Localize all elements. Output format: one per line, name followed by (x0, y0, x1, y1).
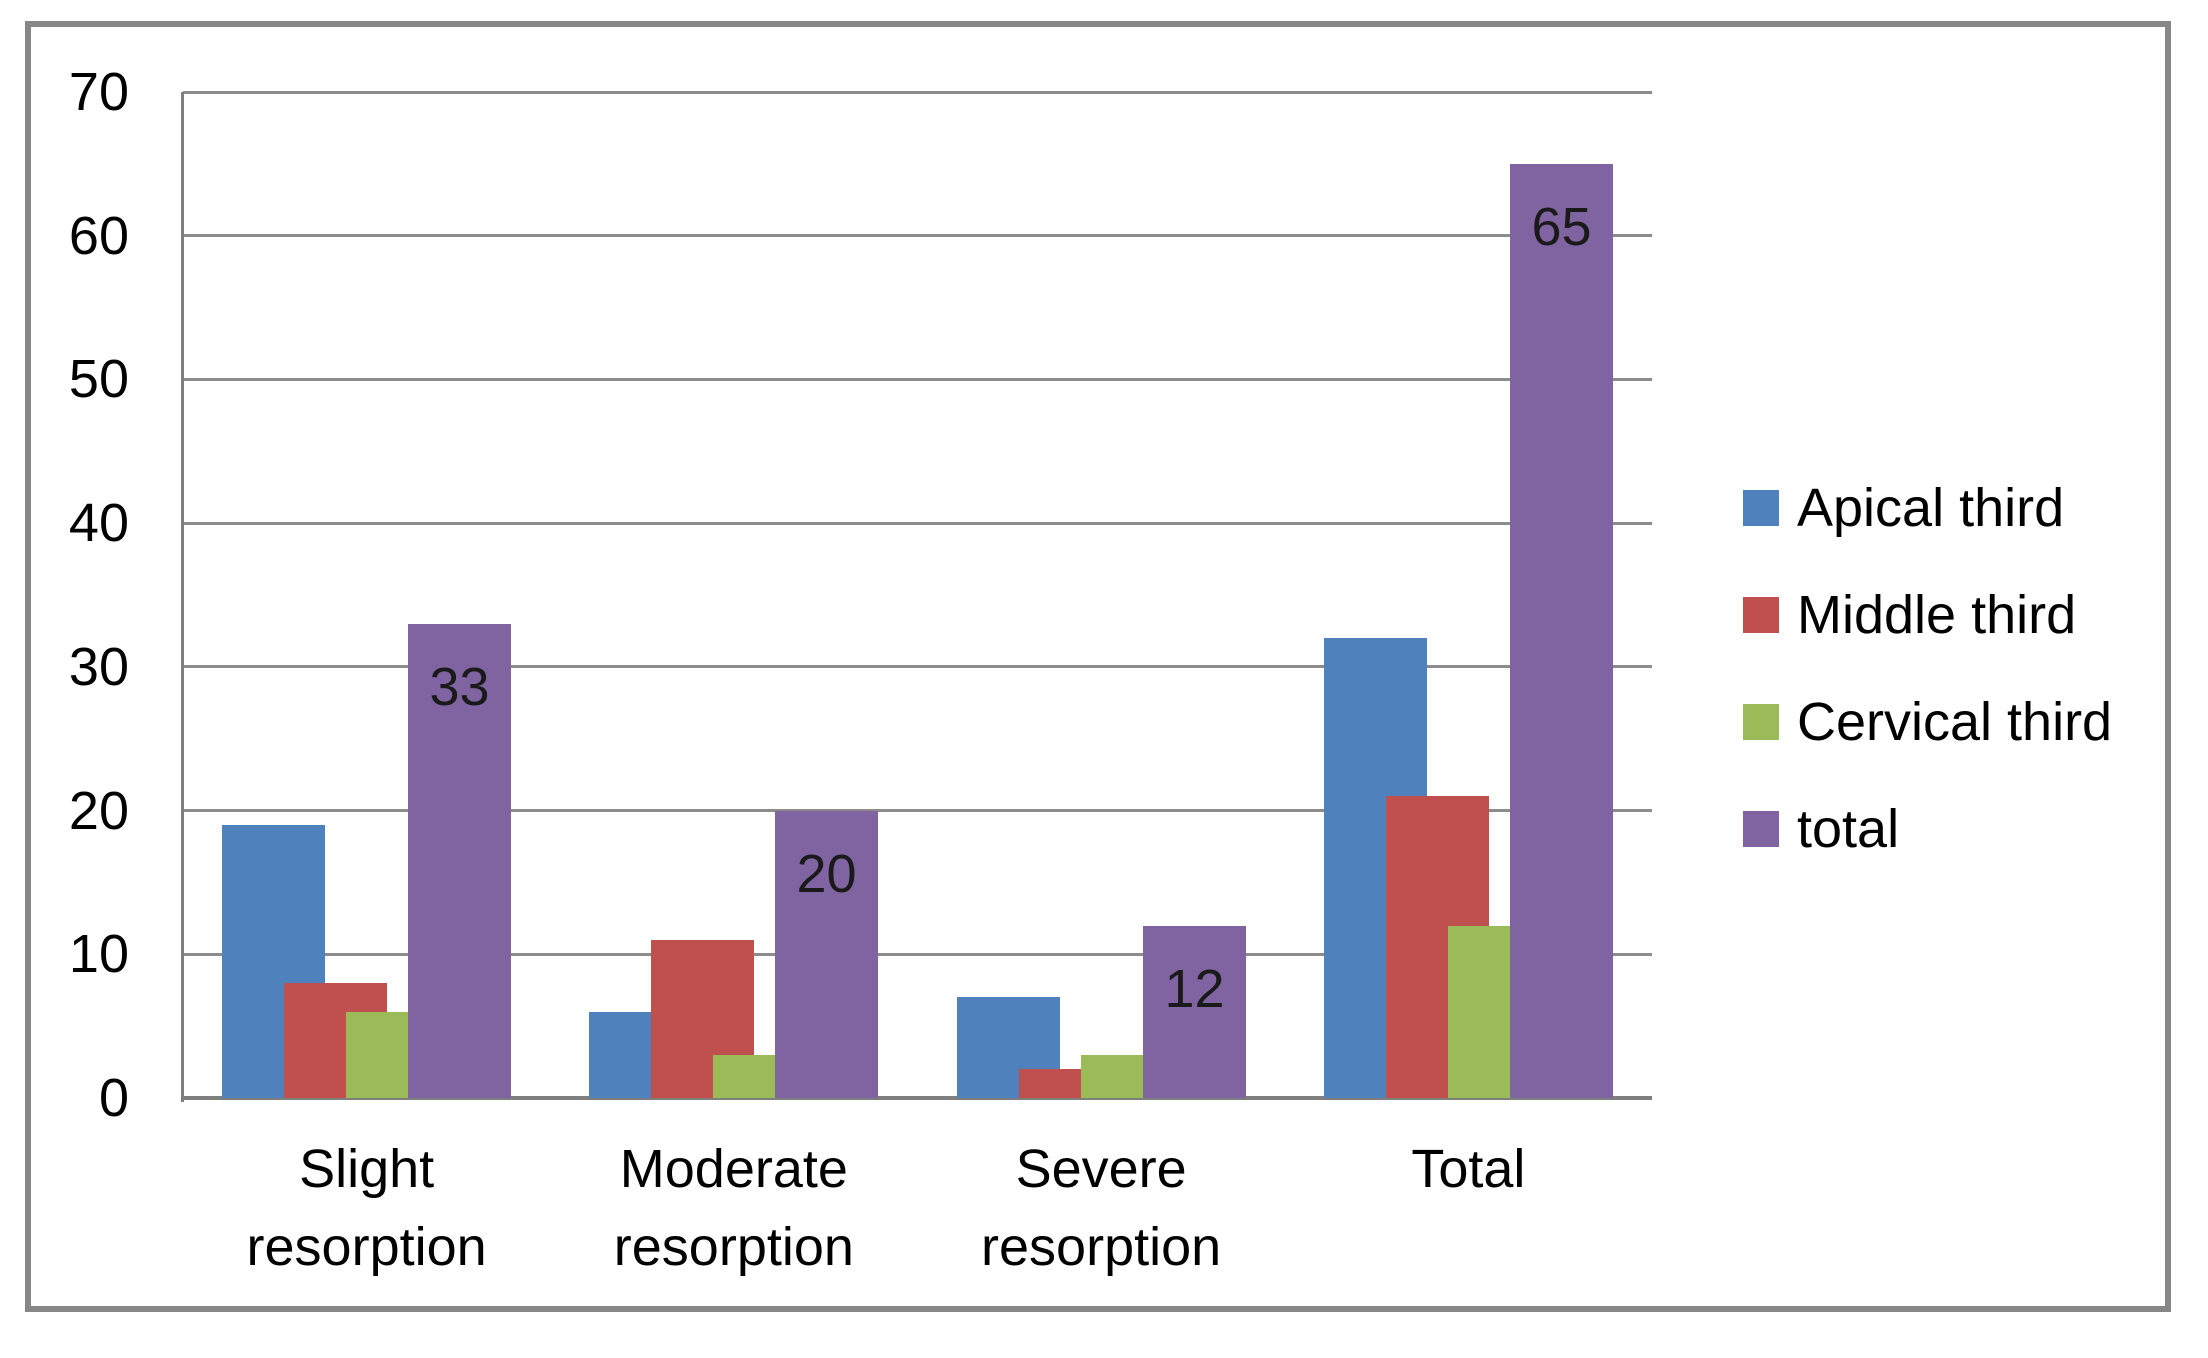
bar-total-cat2 (775, 811, 878, 1098)
bar-total-cat4 (1510, 164, 1613, 1098)
bar-total-cat3 (1143, 926, 1246, 1098)
gridline (183, 377, 1652, 381)
legend-swatch-icon (1743, 811, 1779, 847)
data-label: 12 (1164, 959, 1225, 1019)
x-axis-baseline (183, 1096, 1652, 1100)
data-label: 33 (429, 657, 490, 717)
gridline (183, 952, 1652, 956)
data-label: 20 (796, 844, 857, 904)
legend-item-cervical-third: Cervical third (1743, 690, 2112, 754)
x-axis-category-label: Severe resorption (981, 1139, 1222, 1277)
x-axis-category-label: Moderate resorption (613, 1139, 854, 1277)
y-axis-tick-label: 10 (68, 924, 129, 985)
legend-label: total (1797, 799, 1900, 859)
gridline (183, 521, 1652, 525)
gridline (183, 665, 1652, 669)
legend-label: Middle third (1797, 585, 2077, 645)
legend-swatch-icon (1743, 704, 1779, 740)
gridline (183, 234, 1652, 238)
gridline (183, 809, 1652, 813)
legend-label: Apical third (1797, 478, 2065, 538)
bar-total-cat1 (408, 624, 511, 1098)
gridline (183, 90, 1652, 94)
y-axis-tick-label: 20 (68, 780, 129, 841)
legend-item-middle-third: Middle third (1743, 583, 2076, 647)
y-axis-line (181, 92, 184, 1102)
legend-swatch-icon (1743, 490, 1779, 526)
legend-item-total: total (1743, 797, 1899, 861)
y-axis-tick-label: 60 (68, 205, 129, 266)
x-axis-category-label: Total (1411, 1139, 1526, 1199)
legend-item-apical-third: Apical third (1743, 476, 2064, 540)
data-label: 65 (1531, 197, 1592, 257)
legend-label: Cervical third (1797, 692, 2113, 752)
y-axis-tick-label: 30 (68, 636, 129, 697)
y-axis-tick-label: 50 (68, 349, 129, 410)
y-axis-tick-label: 40 (68, 493, 129, 554)
legend-swatch-icon (1743, 597, 1779, 633)
x-axis-category-label: Slight resorption (246, 1139, 487, 1277)
y-axis-tick-label: 70 (68, 62, 129, 122)
y-axis-tick-label: 0 (98, 1068, 129, 1128)
